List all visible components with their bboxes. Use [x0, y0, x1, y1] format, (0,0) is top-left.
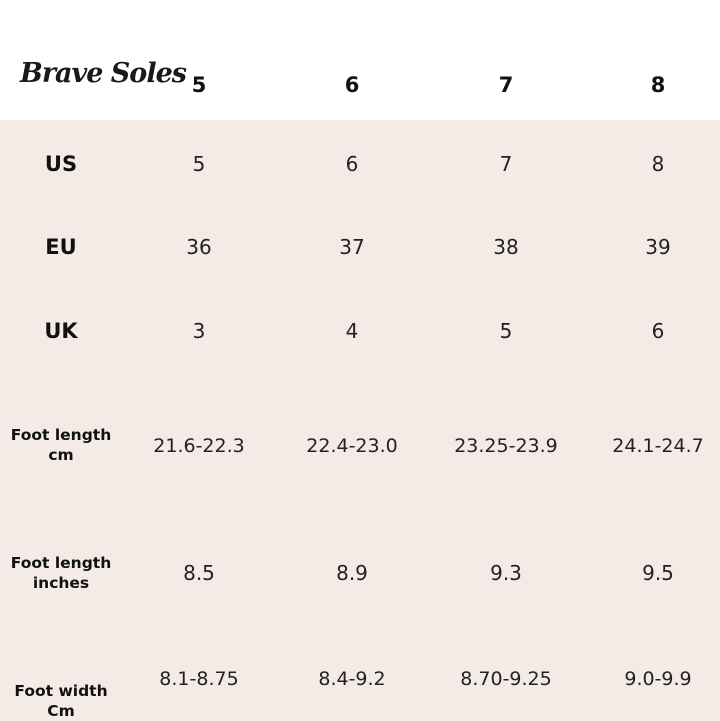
header-size: 6: [344, 73, 360, 97]
row-label: Foot length cm: [11, 425, 111, 465]
table-cell: 8.5: [183, 561, 215, 585]
table-cell: 39: [645, 235, 671, 259]
table-cell: 5: [192, 152, 206, 176]
table-cell: 36: [186, 235, 212, 259]
table-cell: 23.25-23.9: [454, 435, 558, 457]
table-cell: 7: [499, 152, 513, 176]
table-cell: 8.4-9.2: [318, 668, 386, 690]
table-cell: 21.6-22.3: [153, 435, 245, 457]
table-cell: 24.1-24.7: [612, 435, 704, 457]
brand-logo: Brave Soles: [20, 58, 187, 89]
table-cell: 9.3: [490, 561, 522, 585]
table-cell: 4: [345, 319, 359, 343]
table-cell: 22.4-23.0: [306, 435, 398, 457]
table-cell: 8: [651, 152, 665, 176]
table-cell: 37: [339, 235, 365, 259]
header-size: 5: [191, 73, 207, 97]
table-cell: 38: [493, 235, 519, 259]
row-label-line: Cm: [47, 702, 75, 720]
row-label: UK: [44, 319, 78, 343]
row-label: EU: [45, 235, 77, 259]
table-cell: 3: [192, 319, 206, 343]
row-label-line: Foot width: [14, 682, 108, 700]
table-cell: 9.5: [642, 561, 674, 585]
table-cell: 8.70-9.25: [460, 668, 552, 690]
header-size: 7: [498, 73, 514, 97]
table-cell: 6: [651, 319, 665, 343]
row-label: Foot width Cm: [14, 681, 107, 721]
row-label: Foot length inches: [11, 553, 111, 593]
header-band: [0, 0, 720, 120]
table-cell: 5: [499, 319, 513, 343]
table-cell: 6: [345, 152, 359, 176]
header-size: 8: [650, 73, 666, 97]
row-label-line: Foot length: [10, 554, 112, 572]
table-cell: 8.1-8.75: [159, 668, 239, 690]
row-label-line: inches: [32, 574, 90, 592]
row-label: US: [44, 152, 78, 176]
table-cell: 8.9: [336, 561, 368, 585]
table-cell: 9.0-9.9: [624, 668, 692, 690]
row-label-line: cm: [48, 446, 74, 464]
row-label-line: Foot length: [10, 426, 112, 444]
